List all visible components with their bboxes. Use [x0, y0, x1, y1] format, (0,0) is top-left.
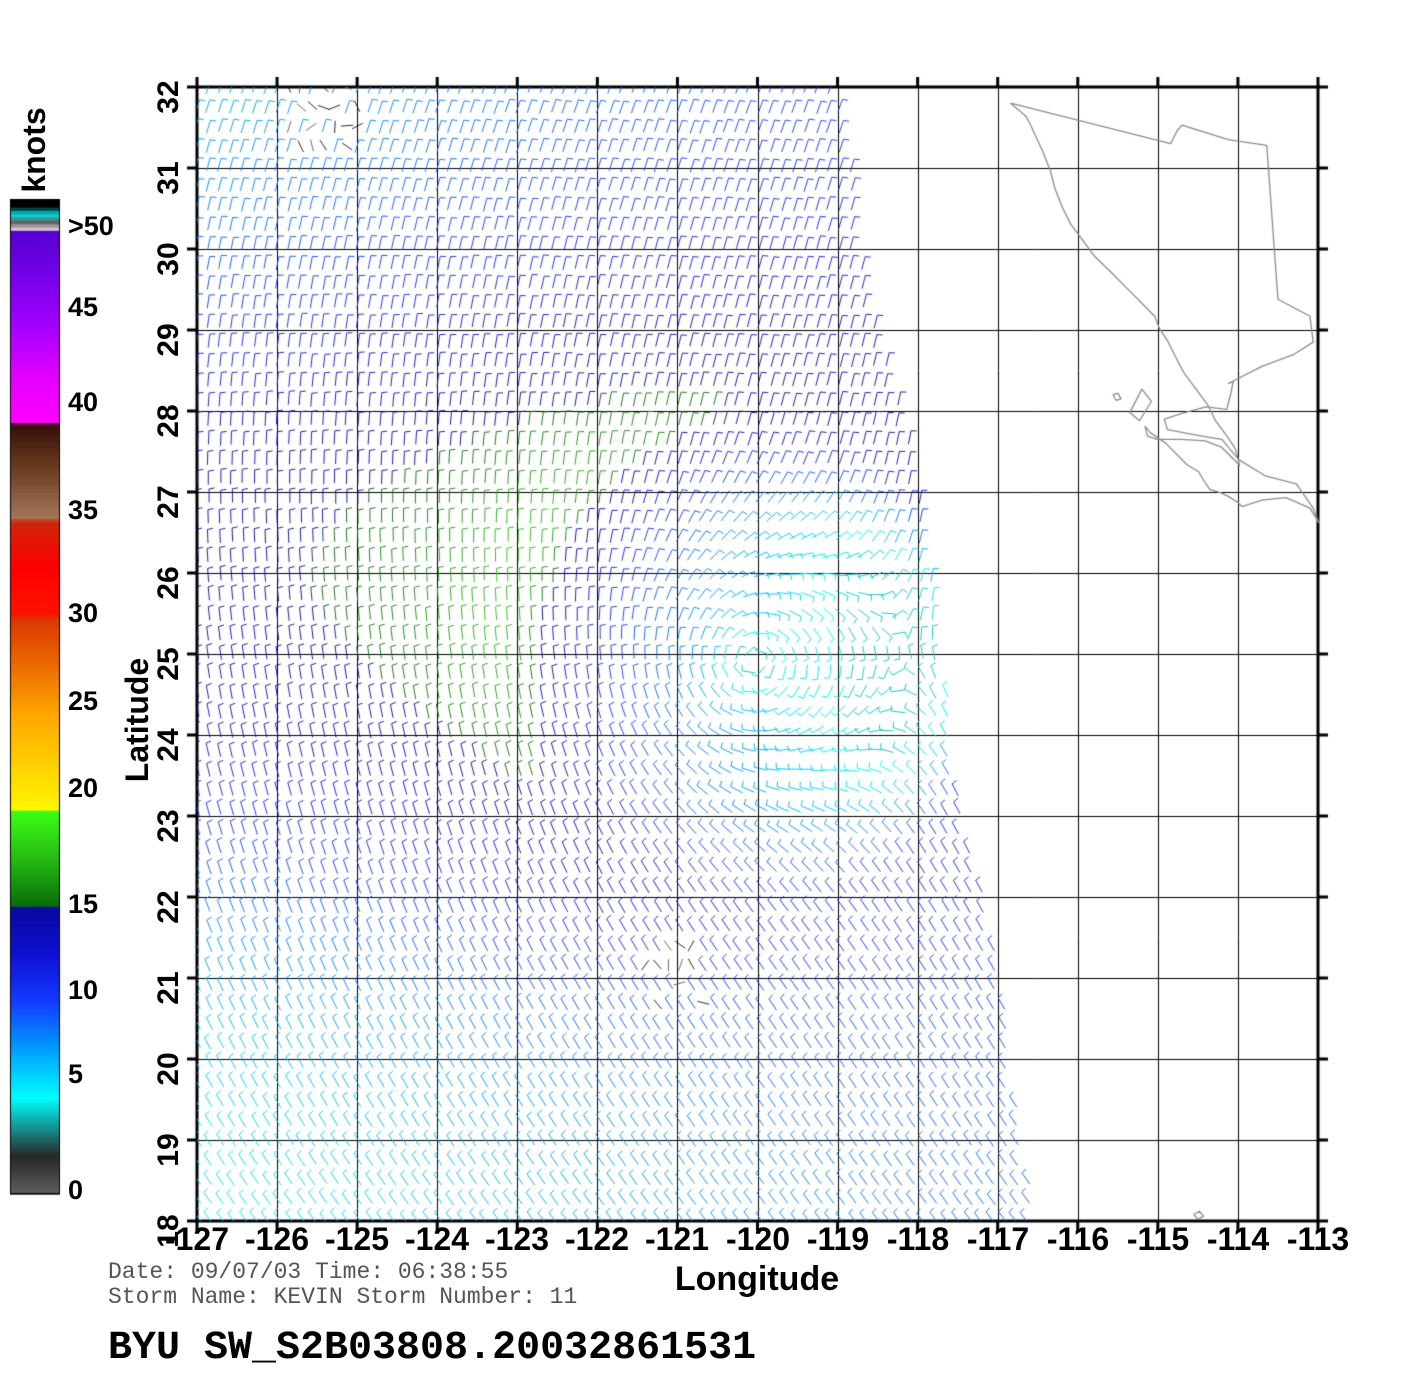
- svg-text:28: 28: [152, 404, 185, 437]
- svg-text:-123: -123: [485, 1221, 549, 1257]
- svg-text:32: 32: [152, 80, 185, 113]
- svg-text:>50: >50: [68, 211, 114, 241]
- svg-text:-117: -117: [967, 1221, 1029, 1257]
- svg-text:18: 18: [152, 1214, 185, 1247]
- svg-text:27: 27: [152, 485, 185, 518]
- svg-text:Storm Name: KEVIN Storm Numbe: Storm Name: KEVIN Storm Number: 11: [108, 1284, 577, 1310]
- svg-text:Date: 09/07/03 Time: 06:38:55: Date: 09/07/03 Time: 06:38:55: [108, 1259, 508, 1285]
- svg-text:21: 21: [152, 971, 185, 1004]
- svg-text:20: 20: [152, 1052, 185, 1085]
- svg-text:10: 10: [68, 975, 98, 1005]
- svg-text:-119: -119: [807, 1221, 869, 1257]
- svg-text:26: 26: [152, 566, 185, 599]
- svg-text:22: 22: [152, 890, 185, 923]
- svg-text:-113: -113: [1287, 1221, 1349, 1257]
- svg-text:-125: -125: [325, 1221, 389, 1257]
- svg-text:-115: -115: [1127, 1221, 1189, 1257]
- svg-text:BYU SW_S2B03808.20032861531: BYU SW_S2B03808.20032861531: [108, 1326, 756, 1371]
- svg-text:19: 19: [152, 1133, 185, 1166]
- svg-text:25: 25: [68, 686, 98, 716]
- svg-text:15: 15: [68, 889, 98, 919]
- svg-text:29: 29: [152, 323, 185, 356]
- svg-text:40: 40: [68, 387, 98, 417]
- svg-text:-121: -121: [645, 1221, 709, 1257]
- svg-text:25: 25: [152, 647, 185, 680]
- svg-text:-122: -122: [565, 1221, 629, 1257]
- svg-text:24: 24: [152, 728, 185, 762]
- svg-text:30: 30: [68, 598, 98, 628]
- svg-text:-126: -126: [245, 1221, 309, 1257]
- svg-text:31: 31: [152, 161, 185, 194]
- svg-text:-124: -124: [405, 1221, 469, 1257]
- svg-text:knots: knots: [16, 107, 52, 192]
- svg-text:-118: -118: [887, 1221, 949, 1257]
- svg-text:45: 45: [68, 292, 98, 322]
- svg-text:-120: -120: [726, 1221, 790, 1257]
- svg-text:-116: -116: [1047, 1221, 1109, 1257]
- svg-text:0: 0: [68, 1175, 83, 1205]
- svg-text:20: 20: [68, 773, 98, 803]
- svg-text:30: 30: [152, 242, 185, 275]
- svg-text:35: 35: [68, 495, 98, 525]
- svg-text:23: 23: [152, 809, 185, 842]
- svg-text:5: 5: [68, 1059, 83, 1089]
- svg-text:-114: -114: [1207, 1221, 1269, 1257]
- svg-text:Latitude: Latitude: [119, 658, 155, 782]
- svg-text:Longitude: Longitude: [675, 1260, 839, 1298]
